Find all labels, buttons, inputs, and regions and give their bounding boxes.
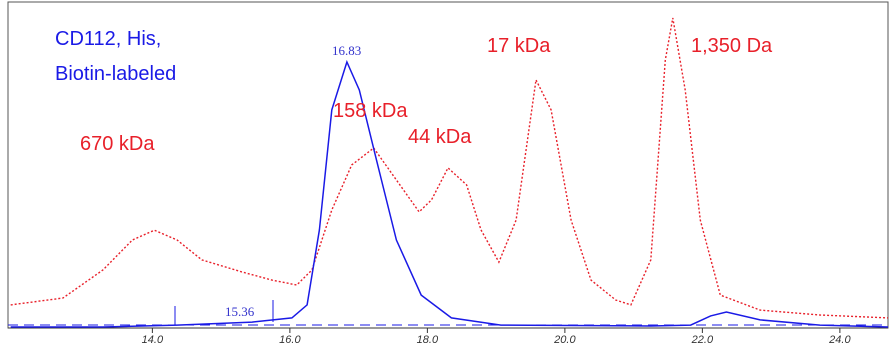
peak-label: 16.83 xyxy=(332,43,361,58)
series-line xyxy=(10,59,889,328)
x-tick-label: 24.0 xyxy=(828,334,851,346)
annotation: 158 kDa xyxy=(333,100,408,122)
series-line xyxy=(10,17,889,319)
annotation: 17 kDa xyxy=(487,35,551,57)
plot-frame xyxy=(7,1,889,329)
annotation: 1,350 Da xyxy=(691,35,773,57)
annotation: 44 kDa xyxy=(408,126,472,148)
annotation: CD112, His, xyxy=(55,28,161,50)
peak-label: 15.36 xyxy=(225,304,255,319)
x-tick-label: 14.0 xyxy=(142,334,164,346)
x-tick-label: 18.0 xyxy=(417,334,439,346)
annotation: 670 kDa xyxy=(80,133,155,155)
x-tick-label: 16.0 xyxy=(279,334,301,346)
annotation: Biotin-labeled xyxy=(55,63,176,85)
x-tick-label: 22.0 xyxy=(691,334,714,346)
x-tick-label: 20.0 xyxy=(553,334,576,346)
